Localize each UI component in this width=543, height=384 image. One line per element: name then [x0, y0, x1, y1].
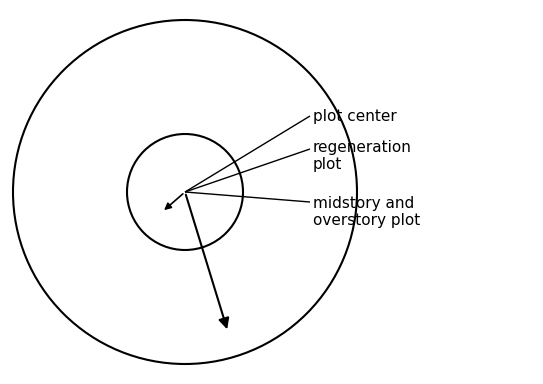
- Text: midstory and
overstory plot: midstory and overstory plot: [313, 196, 420, 228]
- Text: regeneration
plot: regeneration plot: [313, 140, 412, 172]
- Text: plot center: plot center: [313, 109, 397, 124]
